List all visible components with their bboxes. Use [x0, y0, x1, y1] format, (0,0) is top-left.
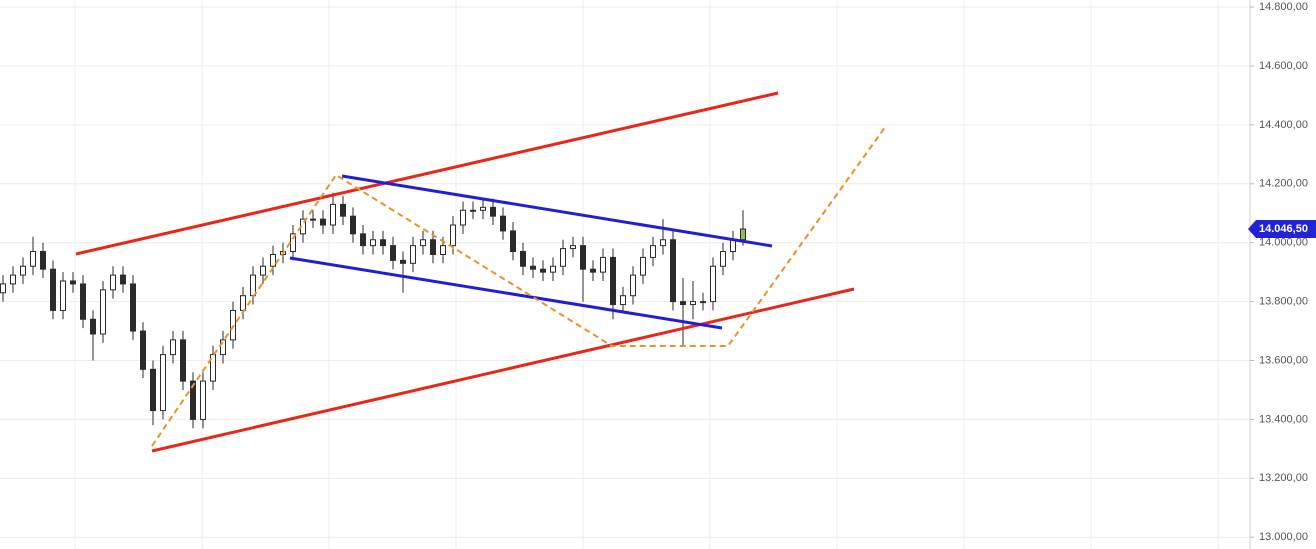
y-tick-label: 14.600,00	[1259, 60, 1308, 72]
candle-body	[420, 239, 426, 247]
candle-body	[50, 268, 56, 311]
candle-body	[240, 295, 246, 311]
candle-body	[480, 206, 486, 211]
candle-body	[570, 245, 576, 250]
candle-body	[550, 265, 556, 273]
candle-body	[700, 301, 706, 304]
candle-body	[40, 251, 46, 270]
trend-line	[75, 91, 779, 256]
candle-body	[0, 283, 6, 294]
candle-body	[600, 256, 606, 273]
candle-body	[310, 218, 316, 221]
y-tick-label: 14.200,00	[1259, 178, 1308, 190]
candle-body	[250, 274, 256, 297]
candle-body	[30, 251, 36, 267]
candles	[0, 192, 746, 429]
candle-body	[270, 253, 276, 267]
candle-body	[530, 265, 536, 270]
candle-body	[630, 274, 636, 297]
y-tick-label: 13.400,00	[1259, 413, 1308, 425]
candle-body	[380, 239, 386, 247]
candle-body	[350, 215, 356, 235]
candle-body	[320, 218, 326, 226]
candle-body	[140, 330, 146, 370]
candle-body	[710, 265, 716, 303]
candle-body	[540, 268, 546, 273]
candle-body	[400, 259, 406, 264]
candle-body	[410, 245, 416, 264]
projection-line	[151, 125, 887, 447]
candle-body	[260, 265, 266, 276]
candle-body	[290, 233, 296, 253]
candle-body	[100, 289, 106, 335]
candle-body	[440, 245, 446, 255]
candle-body	[200, 380, 206, 420]
candle-body	[210, 354, 216, 382]
candle-body	[10, 274, 16, 285]
candle-body	[120, 274, 126, 285]
y-tick-label: 14.000,00	[1259, 237, 1308, 249]
trend-line	[151, 287, 855, 453]
candle-body	[580, 245, 586, 270]
candle-body	[70, 280, 76, 285]
y-tick-label: 13.800,00	[1259, 296, 1308, 308]
candle-body	[90, 318, 96, 335]
candle-body	[460, 209, 466, 226]
candle-body	[170, 339, 176, 356]
horizontal-grid	[0, 6, 1250, 538]
candle-body	[640, 256, 646, 276]
candle-body	[330, 203, 336, 226]
candle-body	[590, 268, 596, 273]
candle-body	[660, 239, 666, 247]
candle-body	[190, 380, 196, 420]
candle-body	[430, 239, 436, 255]
candle-body	[220, 339, 226, 356]
candle-body	[110, 274, 116, 291]
y-tick-label: 14.800,00	[1259, 1, 1308, 13]
candle-body	[470, 209, 476, 212]
candle-body	[680, 301, 686, 306]
candle-body	[510, 230, 516, 253]
vertical-grid	[74, 0, 1219, 549]
candle-body	[730, 239, 736, 253]
candle-body	[180, 339, 186, 382]
last-price-label: 14.046,50	[1259, 223, 1308, 235]
channel-line	[341, 174, 773, 248]
candle-body	[450, 224, 456, 247]
candle-body	[560, 248, 566, 267]
candle-body	[670, 239, 676, 303]
candle-body	[500, 215, 506, 232]
y-tick-label: 14.400,00	[1259, 119, 1308, 131]
candle-body	[690, 301, 696, 306]
drawings	[75, 91, 887, 453]
candle-body	[490, 206, 496, 217]
candle-body	[150, 368, 156, 412]
candle-body	[620, 295, 626, 306]
y-tick-label: 13.200,00	[1259, 472, 1308, 484]
channel-line	[289, 256, 723, 330]
candle-body	[720, 251, 726, 267]
candle-body	[80, 283, 86, 320]
candle-body	[740, 228, 746, 241]
candle-body	[340, 203, 346, 217]
y-tick-label: 13.000,00	[1259, 531, 1308, 543]
candle-body	[20, 265, 26, 276]
candle-body	[390, 245, 396, 261]
candle-body	[370, 239, 376, 247]
price-axis: 13.000,00 13.200,00 13.400,00 13.600,00 13.8…	[1248, 1, 1316, 543]
candle-body	[130, 283, 136, 332]
candle-body	[650, 245, 656, 258]
last-price-marker	[1248, 219, 1316, 238]
y-tick-label: 13.600,00	[1259, 354, 1308, 366]
candle-body	[60, 280, 66, 311]
candle-body	[360, 233, 366, 247]
candle-body	[610, 256, 616, 306]
candle-body	[160, 354, 166, 412]
candle-body	[520, 251, 526, 267]
